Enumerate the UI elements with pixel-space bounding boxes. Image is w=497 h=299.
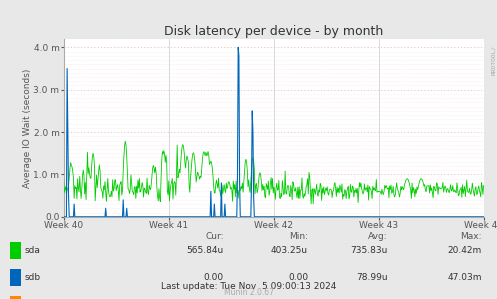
Text: sdb: sdb	[25, 273, 41, 282]
Text: 735.83u: 735.83u	[350, 246, 388, 255]
Text: sda: sda	[25, 246, 41, 255]
Text: 47.03m: 47.03m	[448, 273, 482, 282]
Text: 565.84u: 565.84u	[186, 246, 224, 255]
Text: Min:: Min:	[289, 232, 308, 241]
Text: Cur:: Cur:	[205, 232, 224, 241]
Text: 0.00: 0.00	[204, 273, 224, 282]
Text: 0.00: 0.00	[288, 273, 308, 282]
Text: Max:: Max:	[461, 232, 482, 241]
Text: 78.99u: 78.99u	[356, 273, 388, 282]
Text: 20.42m: 20.42m	[448, 246, 482, 255]
Title: Disk latency per device - by month: Disk latency per device - by month	[164, 25, 383, 38]
Text: 403.25u: 403.25u	[271, 246, 308, 255]
Text: Avg:: Avg:	[368, 232, 388, 241]
Y-axis label: Average IO Wait (seconds): Average IO Wait (seconds)	[23, 68, 32, 187]
Text: Last update: Tue Nov  5 09:00:13 2024: Last update: Tue Nov 5 09:00:13 2024	[161, 282, 336, 291]
Text: Munin 2.0.67: Munin 2.0.67	[224, 288, 273, 297]
Text: RRDTOOL/: RRDTOOL/	[491, 45, 496, 75]
